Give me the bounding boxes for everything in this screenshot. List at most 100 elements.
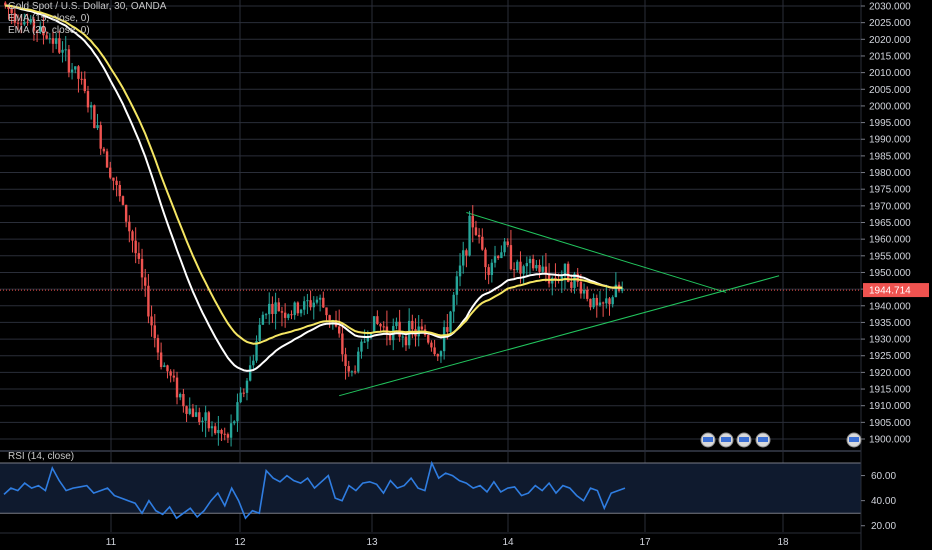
candle[interactable] bbox=[277, 297, 280, 312]
legend-ema20[interactable]: EMA (20, close, 0) bbox=[8, 25, 90, 36]
candle[interactable] bbox=[185, 405, 188, 422]
candle[interactable] bbox=[458, 253, 462, 287]
candle[interactable] bbox=[89, 101, 93, 120]
candle[interactable] bbox=[322, 291, 325, 308]
candle[interactable] bbox=[376, 310, 379, 326]
candle[interactable] bbox=[112, 177, 115, 191]
candle[interactable] bbox=[140, 248, 144, 290]
candle[interactable] bbox=[213, 422, 217, 435]
economic-event-icon[interactable] bbox=[736, 432, 752, 448]
candle[interactable] bbox=[563, 263, 567, 290]
candle[interactable] bbox=[182, 388, 185, 413]
candle[interactable] bbox=[462, 241, 465, 274]
candle[interactable] bbox=[544, 253, 548, 282]
candle[interactable] bbox=[303, 296, 306, 316]
candle[interactable] bbox=[223, 427, 226, 441]
candle[interactable] bbox=[484, 247, 487, 280]
candle[interactable] bbox=[274, 292, 277, 330]
candle[interactable] bbox=[175, 371, 179, 405]
candle[interactable] bbox=[255, 335, 258, 363]
candle[interactable] bbox=[379, 322, 382, 332]
candle[interactable] bbox=[309, 290, 312, 311]
candle[interactable] bbox=[430, 340, 433, 352]
candle[interactable] bbox=[220, 428, 223, 441]
candle[interactable] bbox=[420, 319, 424, 331]
candle[interactable] bbox=[128, 215, 131, 243]
candle[interactable] bbox=[29, 15, 32, 25]
candle[interactable] bbox=[497, 254, 500, 260]
candle[interactable] bbox=[570, 274, 573, 293]
candle[interactable] bbox=[608, 297, 611, 316]
candle[interactable] bbox=[188, 397, 191, 416]
candle[interactable] bbox=[61, 41, 64, 63]
candle[interactable] bbox=[560, 270, 563, 293]
candle[interactable] bbox=[280, 306, 284, 327]
candle[interactable] bbox=[131, 229, 134, 253]
candle[interactable] bbox=[70, 63, 74, 80]
candle[interactable] bbox=[347, 360, 350, 377]
candle[interactable] bbox=[350, 370, 354, 377]
candle[interactable] bbox=[471, 205, 474, 243]
candle[interactable] bbox=[360, 339, 363, 359]
event-icons[interactable] bbox=[700, 432, 862, 448]
candle[interactable] bbox=[315, 296, 319, 305]
candle[interactable] bbox=[509, 229, 513, 271]
candle[interactable] bbox=[134, 227, 137, 264]
candle[interactable] bbox=[576, 267, 579, 287]
candle[interactable] bbox=[582, 283, 586, 299]
candle[interactable] bbox=[595, 294, 598, 318]
candle[interactable] bbox=[23, 13, 26, 27]
candle[interactable] bbox=[287, 313, 290, 321]
candle[interactable] bbox=[401, 332, 404, 348]
candle[interactable] bbox=[236, 393, 239, 432]
price-axis[interactable]: 2030.000 2025.000 2020.000 2015.000 2010.000… bbox=[860, 0, 932, 550]
candle[interactable] bbox=[372, 316, 376, 333]
candle[interactable] bbox=[86, 85, 90, 113]
candle[interactable] bbox=[411, 314, 414, 339]
candle[interactable] bbox=[528, 256, 532, 275]
candle[interactable] bbox=[242, 388, 245, 398]
candle[interactable] bbox=[382, 321, 385, 332]
candle[interactable] bbox=[226, 432, 230, 443]
rsi-pane[interactable] bbox=[0, 460, 861, 520]
candle[interactable] bbox=[598, 290, 602, 307]
candle[interactable] bbox=[118, 180, 121, 202]
candle[interactable] bbox=[605, 284, 608, 309]
candle[interactable] bbox=[102, 146, 106, 154]
trendline-upper[interactable] bbox=[466, 212, 727, 293]
economic-event-icon[interactable] bbox=[755, 432, 771, 448]
candle[interactable] bbox=[490, 259, 494, 283]
candle[interactable] bbox=[16, 14, 20, 31]
candle[interactable] bbox=[39, 21, 42, 34]
candle[interactable] bbox=[124, 204, 128, 228]
economic-event-icon[interactable] bbox=[846, 432, 862, 448]
candle[interactable] bbox=[7, 4, 10, 20]
candle[interactable] bbox=[465, 248, 468, 268]
candle[interactable] bbox=[42, 15, 45, 45]
candle[interactable] bbox=[67, 44, 71, 78]
candle[interactable] bbox=[105, 148, 109, 168]
candle[interactable] bbox=[99, 121, 102, 155]
candle[interactable] bbox=[474, 220, 478, 237]
candle[interactable] bbox=[452, 292, 455, 323]
ema15-line[interactable] bbox=[5, 4, 623, 372]
candle[interactable] bbox=[433, 339, 436, 357]
candle[interactable] bbox=[268, 292, 271, 325]
candle[interactable] bbox=[20, 15, 23, 34]
candle[interactable] bbox=[312, 296, 315, 320]
candle[interactable] bbox=[93, 104, 96, 129]
candle[interactable] bbox=[299, 308, 303, 317]
candle[interactable] bbox=[233, 420, 236, 426]
time-axis[interactable]: 11 12 13 14 17 18 bbox=[0, 532, 861, 548]
candle[interactable] bbox=[150, 305, 153, 337]
candle[interactable] bbox=[442, 320, 446, 360]
candle[interactable] bbox=[45, 31, 48, 40]
current-price-tag[interactable]: 1944.714 bbox=[863, 283, 929, 298]
candle[interactable] bbox=[258, 317, 261, 343]
candle[interactable] bbox=[207, 410, 211, 432]
candle[interactable] bbox=[522, 264, 525, 286]
candle[interactable] bbox=[239, 387, 242, 404]
candle[interactable] bbox=[144, 268, 147, 297]
candle[interactable] bbox=[74, 66, 77, 74]
